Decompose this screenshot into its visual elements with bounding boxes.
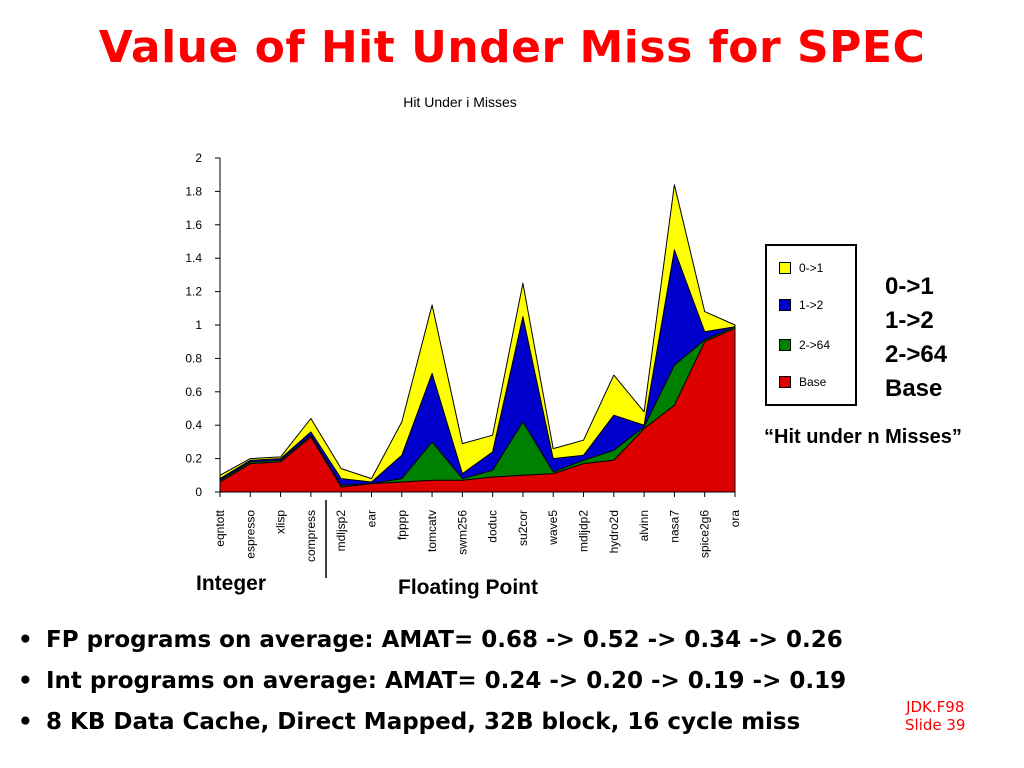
- y-tick-label: 0.2: [185, 452, 202, 466]
- x-tick-label: hydro2d: [607, 510, 621, 553]
- x-tick-label: swm256: [455, 510, 469, 555]
- area-series-base: [219, 327, 736, 493]
- group-label-floating-point: Floating Point: [398, 576, 538, 599]
- slide-title: Value of Hit Under Miss for SPEC: [98, 22, 926, 73]
- x-tick-label: wave5: [546, 510, 560, 546]
- side-caption: “Hit under n Misses”: [764, 426, 962, 448]
- y-tick-label: 0.4: [185, 418, 202, 432]
- side-legend-line: 1->2: [885, 307, 934, 334]
- legend-swatch: [779, 299, 791, 311]
- legend-swatch: [779, 262, 791, 274]
- legend-label: Base: [799, 375, 827, 389]
- area-series-1-2: [219, 249, 736, 493]
- legend-label: 1->2: [799, 298, 824, 312]
- x-tick-label: tomcatv: [425, 510, 439, 552]
- chart-title: Hit Under i Misses: [403, 94, 517, 110]
- bullet-text: 8 KB Data Cache, Direct Mapped, 32B bloc…: [46, 709, 801, 735]
- footer-course-id: JDK.F98: [906, 698, 965, 716]
- bullet-dot: •: [18, 627, 33, 653]
- x-tick-label: fpppp: [395, 510, 409, 540]
- x-tick-label: mdljsp2: [334, 510, 348, 552]
- bullet-dot: •: [18, 668, 33, 694]
- x-tick-label: doduc: [486, 510, 500, 543]
- bullet-item: • Int programs on average: AMAT= 0.24 -> …: [18, 661, 846, 702]
- y-tick-label: 1.8: [185, 184, 202, 198]
- chart-legend: 0->1 1->2 2->64 Base: [765, 244, 857, 406]
- x-tick-label: spice2g6: [698, 510, 712, 558]
- x-tick-label: ear: [365, 510, 379, 527]
- bullet-text: Int programs on average: AMAT= 0.24 -> 0…: [46, 668, 847, 694]
- y-tick-label: 1.4: [185, 251, 202, 265]
- area-series-0-1: [219, 184, 736, 493]
- y-tick-label: 0.6: [185, 385, 202, 399]
- bullet-dot: •: [18, 709, 33, 735]
- x-tick-label: mdljdp2: [577, 510, 591, 552]
- x-tick-label: ora: [728, 510, 742, 528]
- legend-swatch: [779, 376, 791, 388]
- bullet-item: • FP programs on average: AMAT= 0.68 -> 0…: [18, 620, 846, 661]
- y-tick-label: 2: [195, 151, 202, 165]
- side-legend-line: 2->64: [885, 341, 948, 368]
- x-tick-label: compress: [304, 510, 318, 562]
- bullet-item: • 8 KB Data Cache, Direct Mapped, 32B blo…: [18, 702, 846, 743]
- x-tick-label: xlisp: [274, 510, 288, 534]
- slide-footer: JDK.F98 Slide 39: [905, 698, 965, 734]
- legend-label: 2->64: [799, 338, 831, 352]
- x-tick-label: su2cor: [516, 510, 530, 546]
- footer-slide-number: Slide 39: [905, 716, 966, 734]
- y-tick-label: 1.2: [185, 285, 202, 299]
- x-tick-label: nasa7: [667, 510, 681, 543]
- y-tick-label: 0.8: [185, 351, 202, 365]
- legend-label: 0->1: [799, 261, 824, 275]
- side-legend: 0->1 1->2 2->64 Base: [885, 270, 947, 406]
- x-tick-label: alvinn: [637, 510, 651, 541]
- side-legend-line: 0->1: [885, 273, 934, 300]
- legend-swatch: [779, 339, 791, 351]
- side-legend-line: Base: [885, 375, 943, 402]
- group-label-integer: Integer: [196, 572, 267, 595]
- y-tick-label: 1: [195, 318, 202, 332]
- bullet-list: • FP programs on average: AMAT= 0.68 -> 0…: [18, 620, 846, 743]
- y-tick-label: 0: [195, 485, 202, 499]
- x-tick-label: espresso: [243, 510, 257, 559]
- y-tick-label: 1.6: [185, 218, 202, 232]
- bullet-text: FP programs on average: AMAT= 0.68 -> 0.…: [46, 627, 843, 653]
- x-tick-label: eqntott: [213, 509, 227, 546]
